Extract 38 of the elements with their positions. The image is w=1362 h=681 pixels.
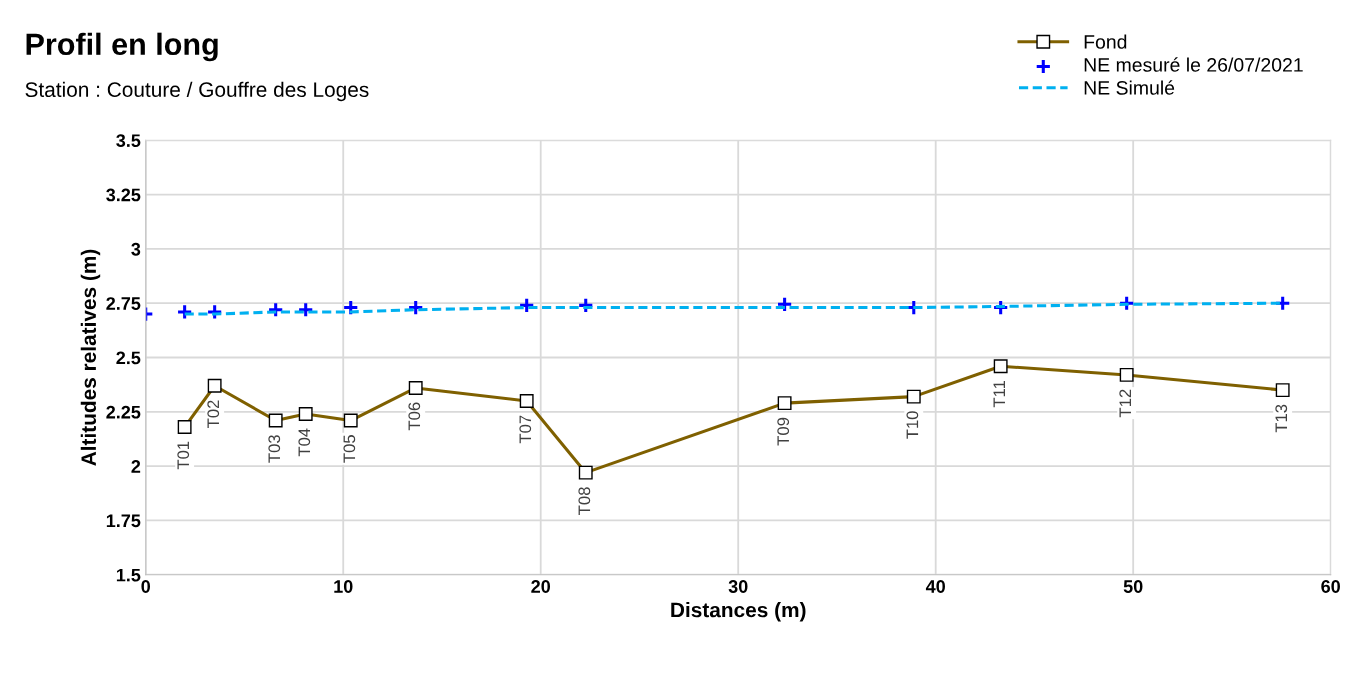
annotation: T04 (298, 428, 311, 457)
point (518, 297, 535, 314)
annotation: T03 (268, 435, 281, 463)
y-tick-label: 2.75 (106, 297, 141, 310)
legend-label: Fond (1084, 34, 1127, 49)
annotation: T12 (1119, 389, 1131, 418)
legend-label: NE mesuré le 26/07/2021 (1084, 57, 1303, 72)
x-tick-label: 30 (728, 580, 748, 593)
y-tick-label: 2 (131, 460, 141, 473)
y-tick-label: 3.5 (116, 134, 141, 148)
y-tick-label: 3.25 (106, 188, 141, 202)
y-tick-label: 1.5 (116, 568, 141, 582)
chart-subtitle: Station : Couture / Gouffre des Loges (25, 81, 369, 102)
x-tick-label: 10 (334, 580, 353, 593)
annotation: T06 (408, 402, 421, 431)
annotation: T02 (207, 400, 220, 428)
y-tick-label: 1.75 (106, 514, 141, 528)
x-tick-label: 60 (1321, 580, 1340, 593)
legend-label: NE Simulé (1084, 80, 1175, 95)
x-axis-title: Distances (m) (671, 602, 806, 622)
annotation: T07 (519, 415, 532, 444)
x-tick-label: 40 (925, 580, 945, 593)
x-tick-label: 20 (531, 580, 551, 593)
x-tick-label: 0 (141, 580, 151, 593)
y-tick-label: 2.5 (116, 351, 141, 365)
annotation: T10 (906, 411, 919, 439)
x-tick-label: 50 (1123, 580, 1143, 593)
annotation: T01 (177, 441, 190, 470)
y-axis-title: Altitudes relatives (m) (80, 249, 101, 466)
annotation: T11 (993, 380, 1005, 408)
y-tick-label: 2.25 (106, 405, 141, 419)
point (776, 296, 793, 313)
chart-title: Profil en long (26, 32, 218, 62)
annotation: T08 (578, 487, 591, 515)
annotation: T09 (777, 417, 790, 446)
annotation: T13 (1275, 404, 1288, 433)
annotation: T05 (343, 435, 356, 463)
y-tick-label: 3 (131, 242, 141, 256)
